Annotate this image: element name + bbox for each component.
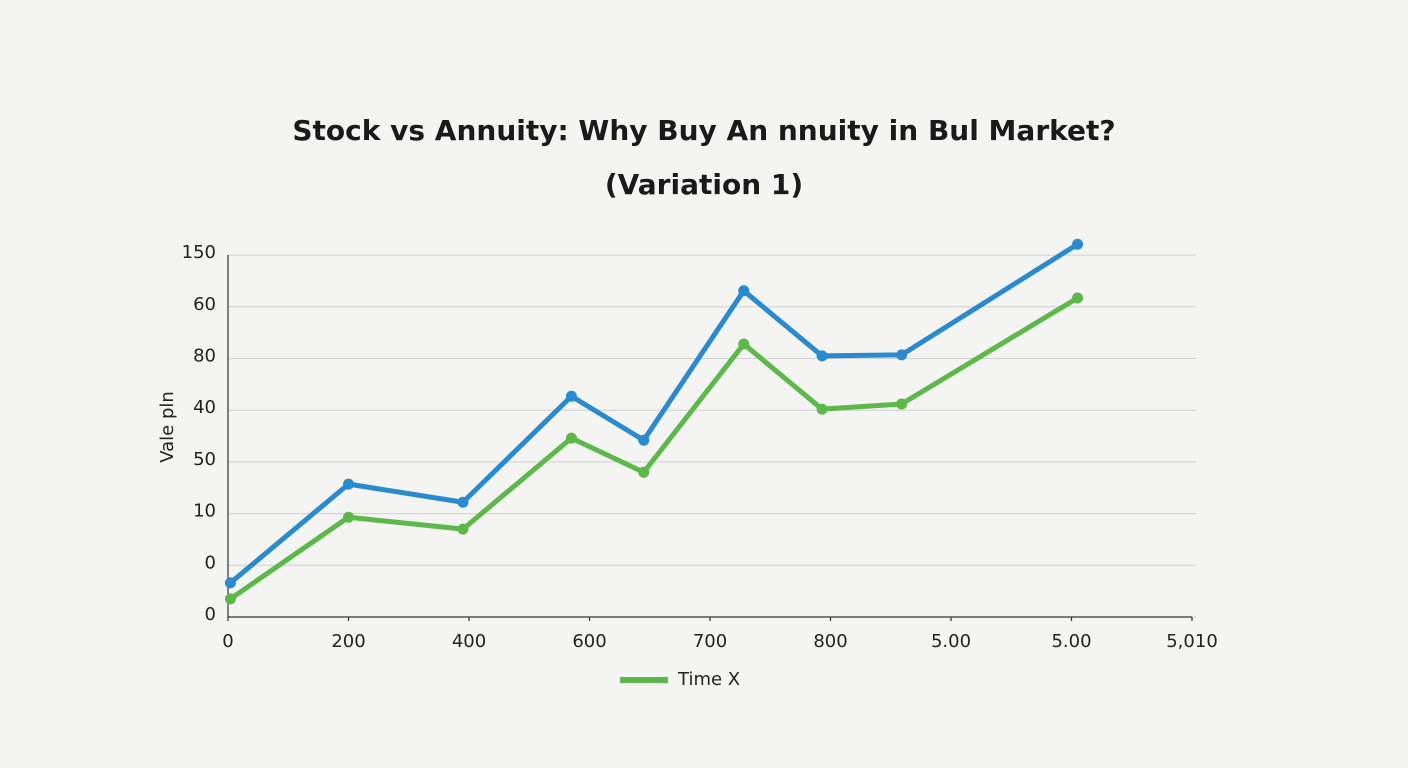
x-tick-label: 200 [331,631,365,652]
chart-subtitle: (Variation 1) [605,168,803,201]
chart-title: Stock vs Annuity: Why Buy An nnuity in B… [292,114,1115,147]
x-tick-label: 0 [222,631,233,652]
data-point [343,511,354,523]
data-point [638,434,650,446]
data-point [816,403,828,415]
x-tick-label: 700 [693,631,727,652]
x-tick-label: 5.00 [1051,631,1091,652]
y-tick-label: 150 [182,242,216,263]
y-axis-label: Vale pln [157,391,178,463]
x-tick-label: 5,010 [1166,631,1218,652]
data-point [224,593,236,605]
data-point [738,338,750,350]
x-tick-label: 800 [813,631,847,652]
x-tick-label: 600 [572,631,606,652]
data-point [1072,238,1084,250]
y-tick-label: 0 [205,552,216,573]
data-point [343,478,354,490]
x-tick-label: 5.00 [931,631,971,652]
legend-label: Time X [677,669,740,690]
y-tick-label: 80 [193,346,216,367]
y-tick-label: 60 [193,294,216,315]
data-point [896,349,908,361]
y-tick-label: 0 [205,604,216,625]
y-tick-label: 40 [193,397,216,418]
x-tick-label: 400 [452,631,486,652]
data-point [565,432,577,444]
data-point [896,398,908,410]
data-point [457,523,469,535]
data-point [457,496,469,508]
series-line [228,295,1079,601]
y-tick-label: 50 [193,449,216,470]
data-point [638,466,650,478]
data-point [738,285,750,297]
data-point [1072,292,1084,304]
data-point [565,390,577,402]
data-point [816,350,828,362]
y-tick-label: 10 [193,501,216,522]
data-point [224,577,236,589]
series-line [228,242,1079,585]
